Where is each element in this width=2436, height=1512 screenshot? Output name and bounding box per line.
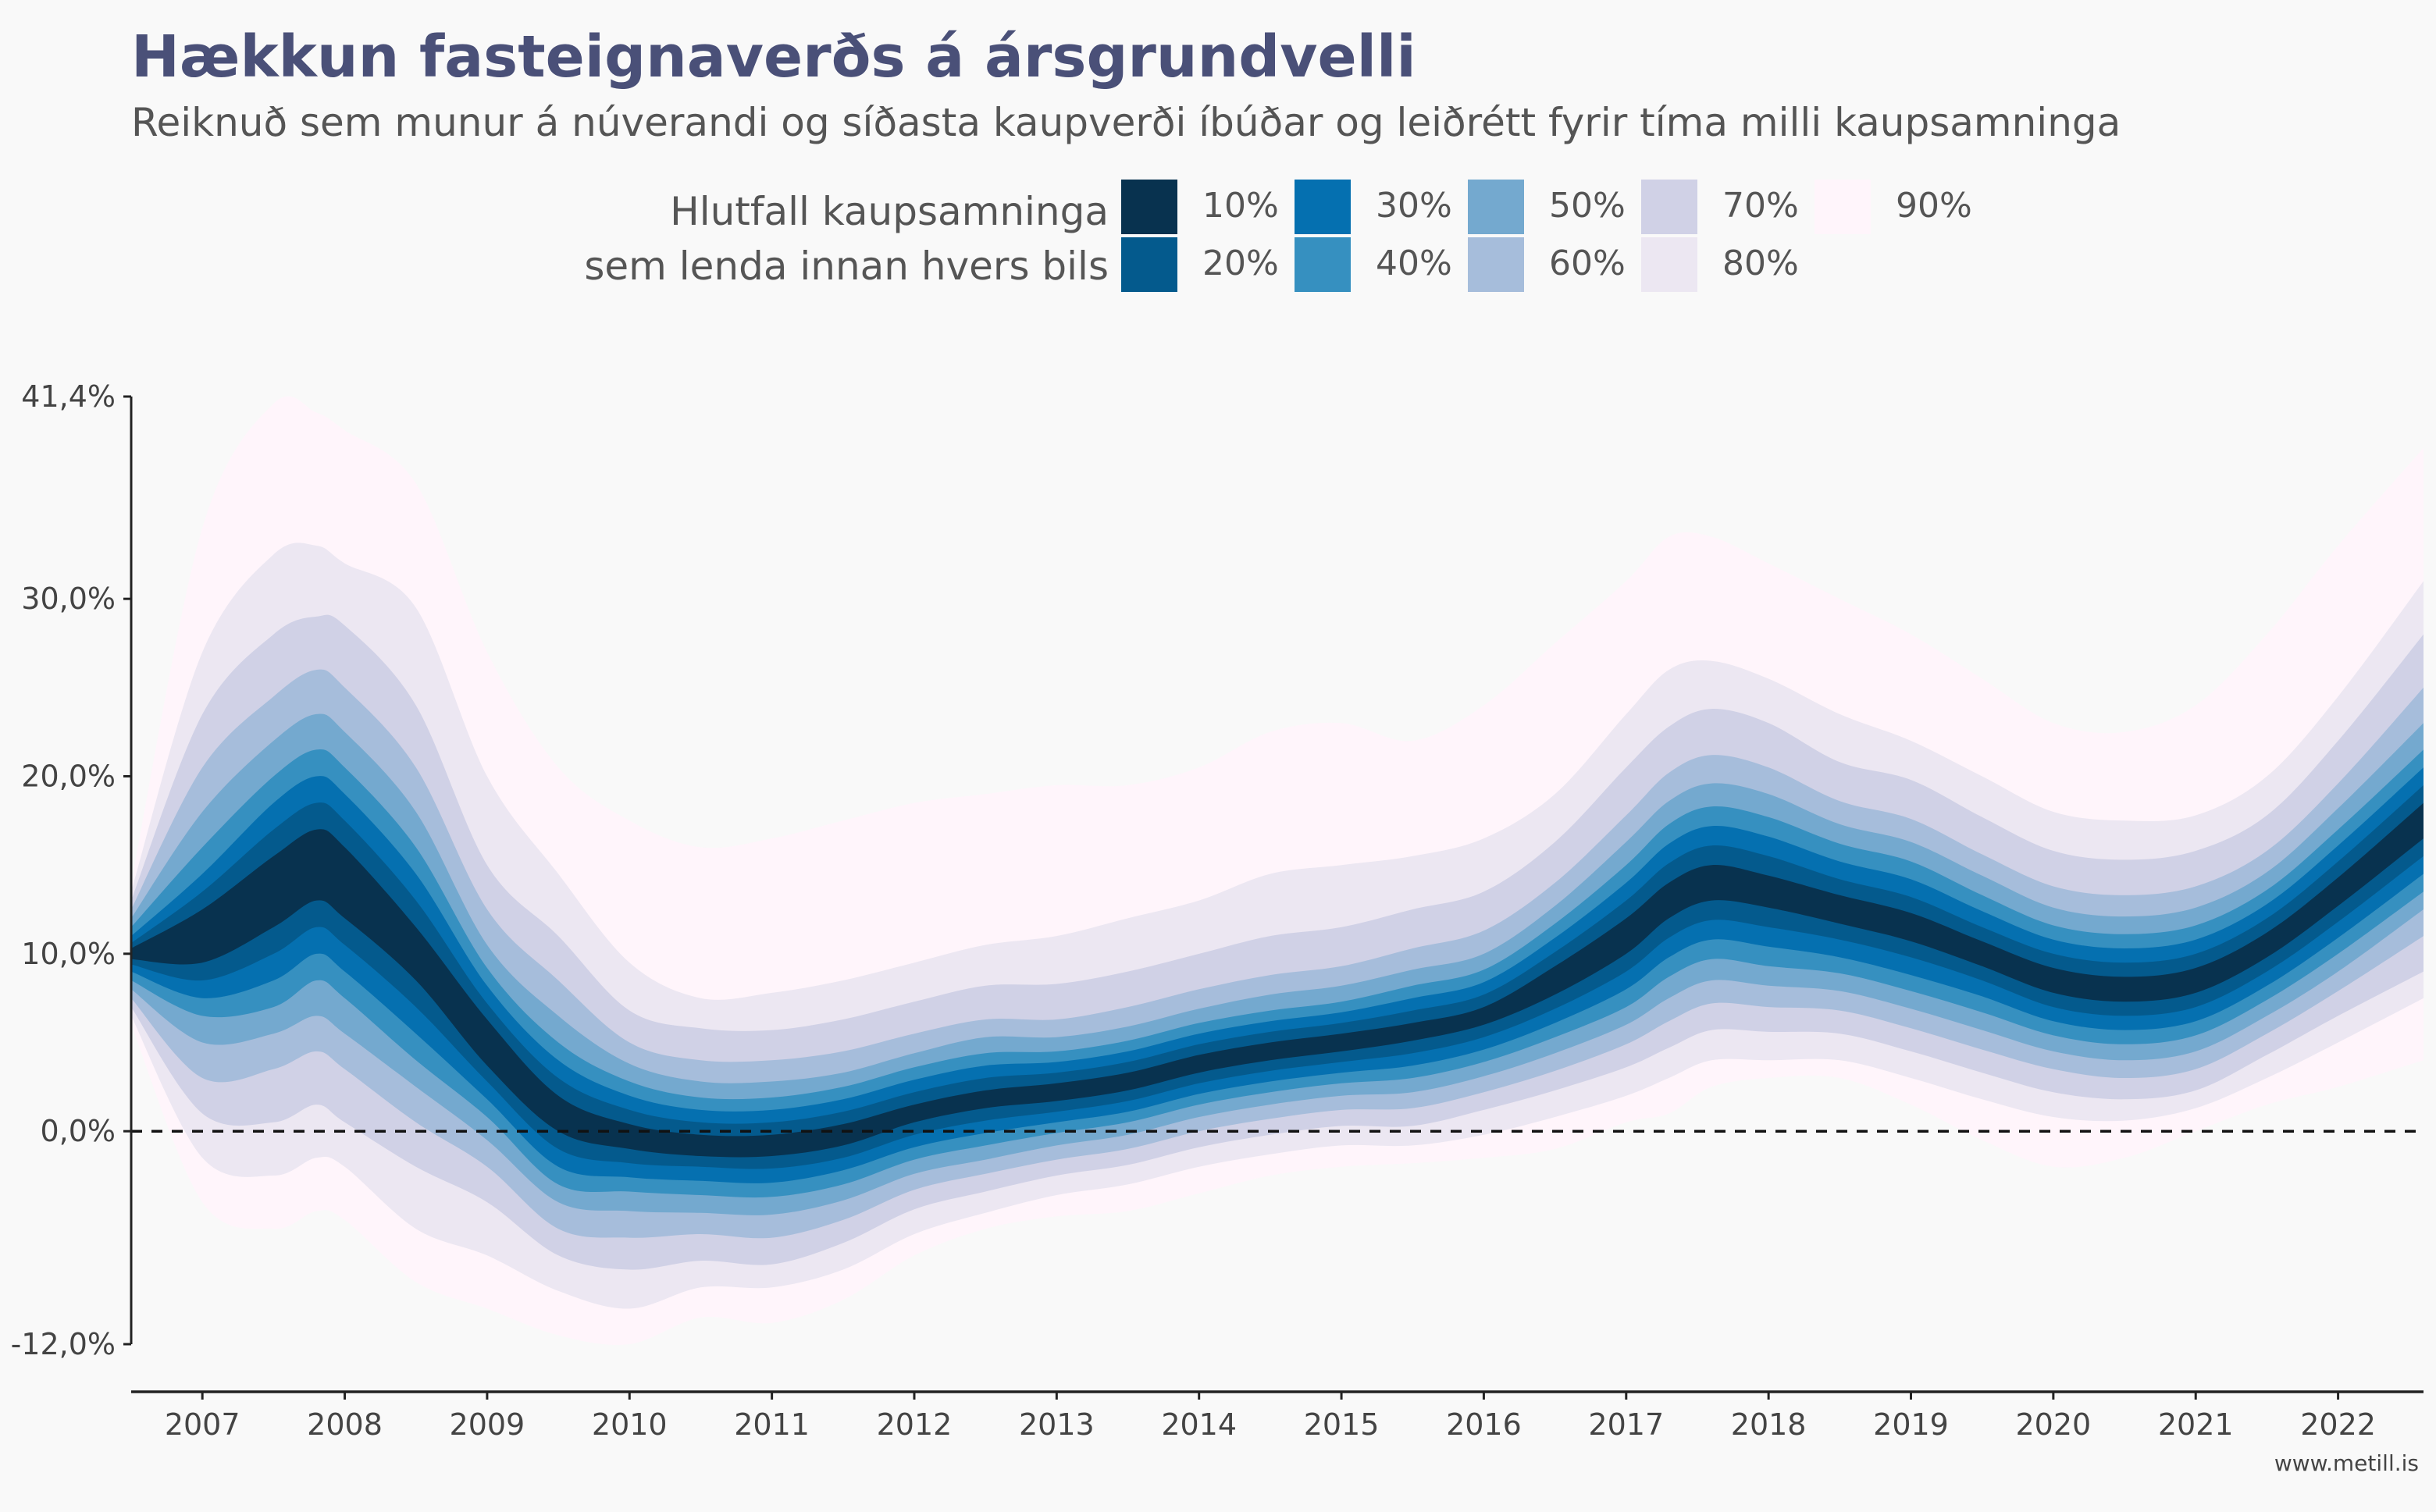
legend-swatch — [1468, 180, 1524, 234]
interval-bands — [131, 396, 2424, 1346]
legend-item-80: 80% — [1641, 237, 1799, 292]
legend-swatch — [1121, 237, 1177, 292]
x-tick-label: 2011 — [734, 1407, 810, 1442]
x-tick-label: 2019 — [1873, 1407, 1949, 1442]
x-tick-label: 2009 — [450, 1407, 525, 1442]
legend-item-70: 70% — [1641, 180, 1799, 234]
legend-swatch — [1641, 237, 1697, 292]
y-tick-label: 10,0% — [21, 937, 116, 971]
legend-item-60: 60% — [1468, 237, 1626, 292]
x-tick-label: 2013 — [1019, 1407, 1095, 1442]
x-tick-label: 2016 — [1446, 1407, 1522, 1442]
legend-label: 30% — [1376, 186, 1452, 226]
band-40-percent — [131, 749, 2424, 1198]
x-tick-label: 2015 — [1304, 1407, 1380, 1442]
legend: 10% 20% 30% 40% 50% 60% 70% 80% 90% — [1121, 180, 2058, 297]
legend-label: 90% — [1896, 186, 1972, 226]
x-tick-label: 2017 — [1588, 1407, 1664, 1442]
x-tick-label: 2007 — [165, 1407, 240, 1442]
legend-swatch — [1468, 237, 1524, 292]
y-tick-label: 30,0% — [21, 582, 116, 616]
legend-item-90: 90% — [1815, 180, 1972, 234]
y-tick-label: -12,0% — [11, 1327, 116, 1361]
legend-label: 60% — [1549, 244, 1626, 283]
legend-label: 40% — [1376, 244, 1452, 283]
legend-label: 80% — [1722, 244, 1799, 283]
legend-item-10: 10% — [1121, 180, 1279, 234]
band-30-percent — [131, 767, 2424, 1183]
legend-label: 10% — [1202, 186, 1279, 226]
y-tick-label: 41,4% — [21, 379, 116, 414]
x-tick-label: 2008 — [307, 1407, 383, 1442]
legend-label: 20% — [1202, 244, 1279, 283]
legend-swatch — [1121, 180, 1177, 234]
legend-label: 50% — [1549, 186, 1626, 226]
legend-item-40: 40% — [1295, 237, 1452, 292]
axes: -12,0% 0,0% 10,0% 20,0% 30,0% 41,4% 2007 2008 20… — [11, 379, 2424, 1442]
x-tick-label: 2012 — [877, 1407, 953, 1442]
x-tick-label: 2018 — [1731, 1407, 1807, 1442]
x-tick-label: 2020 — [2016, 1407, 2092, 1442]
legend-label: 70% — [1722, 186, 1799, 226]
legend-swatch — [1641, 180, 1697, 234]
chart-subtitle: Reiknuð sem munur á núverandi og síðasta… — [131, 100, 2121, 145]
band-50-percent — [131, 713, 2424, 1215]
legend-item-50: 50% — [1468, 180, 1626, 234]
y-tick-label: 20,0% — [21, 760, 116, 794]
legend-item-30: 30% — [1295, 180, 1452, 234]
x-tick-label: 2010 — [592, 1407, 668, 1442]
x-tick-label: 2014 — [1161, 1407, 1237, 1442]
source-credit: www.metill.is — [2274, 1450, 2419, 1476]
legend-swatch — [1295, 180, 1351, 234]
legend-swatch — [1295, 237, 1351, 292]
legend-item-20: 20% — [1121, 237, 1279, 292]
y-tick-label: 0,0% — [40, 1114, 116, 1148]
legend-title-line-1: Hlutfall kaupsamninga — [670, 189, 1109, 234]
x-tick-label: 2021 — [2158, 1407, 2234, 1442]
x-tick-label: 2022 — [2300, 1407, 2376, 1442]
chart-title: Hækkun fasteignaverðs á ársgrundvelli — [131, 23, 1416, 91]
legend-swatch — [1815, 180, 1871, 234]
legend-title: Hlutfall kaupsamninga sem lenda innan hv… — [547, 184, 1109, 294]
legend-title-line-2: sem lenda innan hvers bils — [584, 244, 1109, 289]
